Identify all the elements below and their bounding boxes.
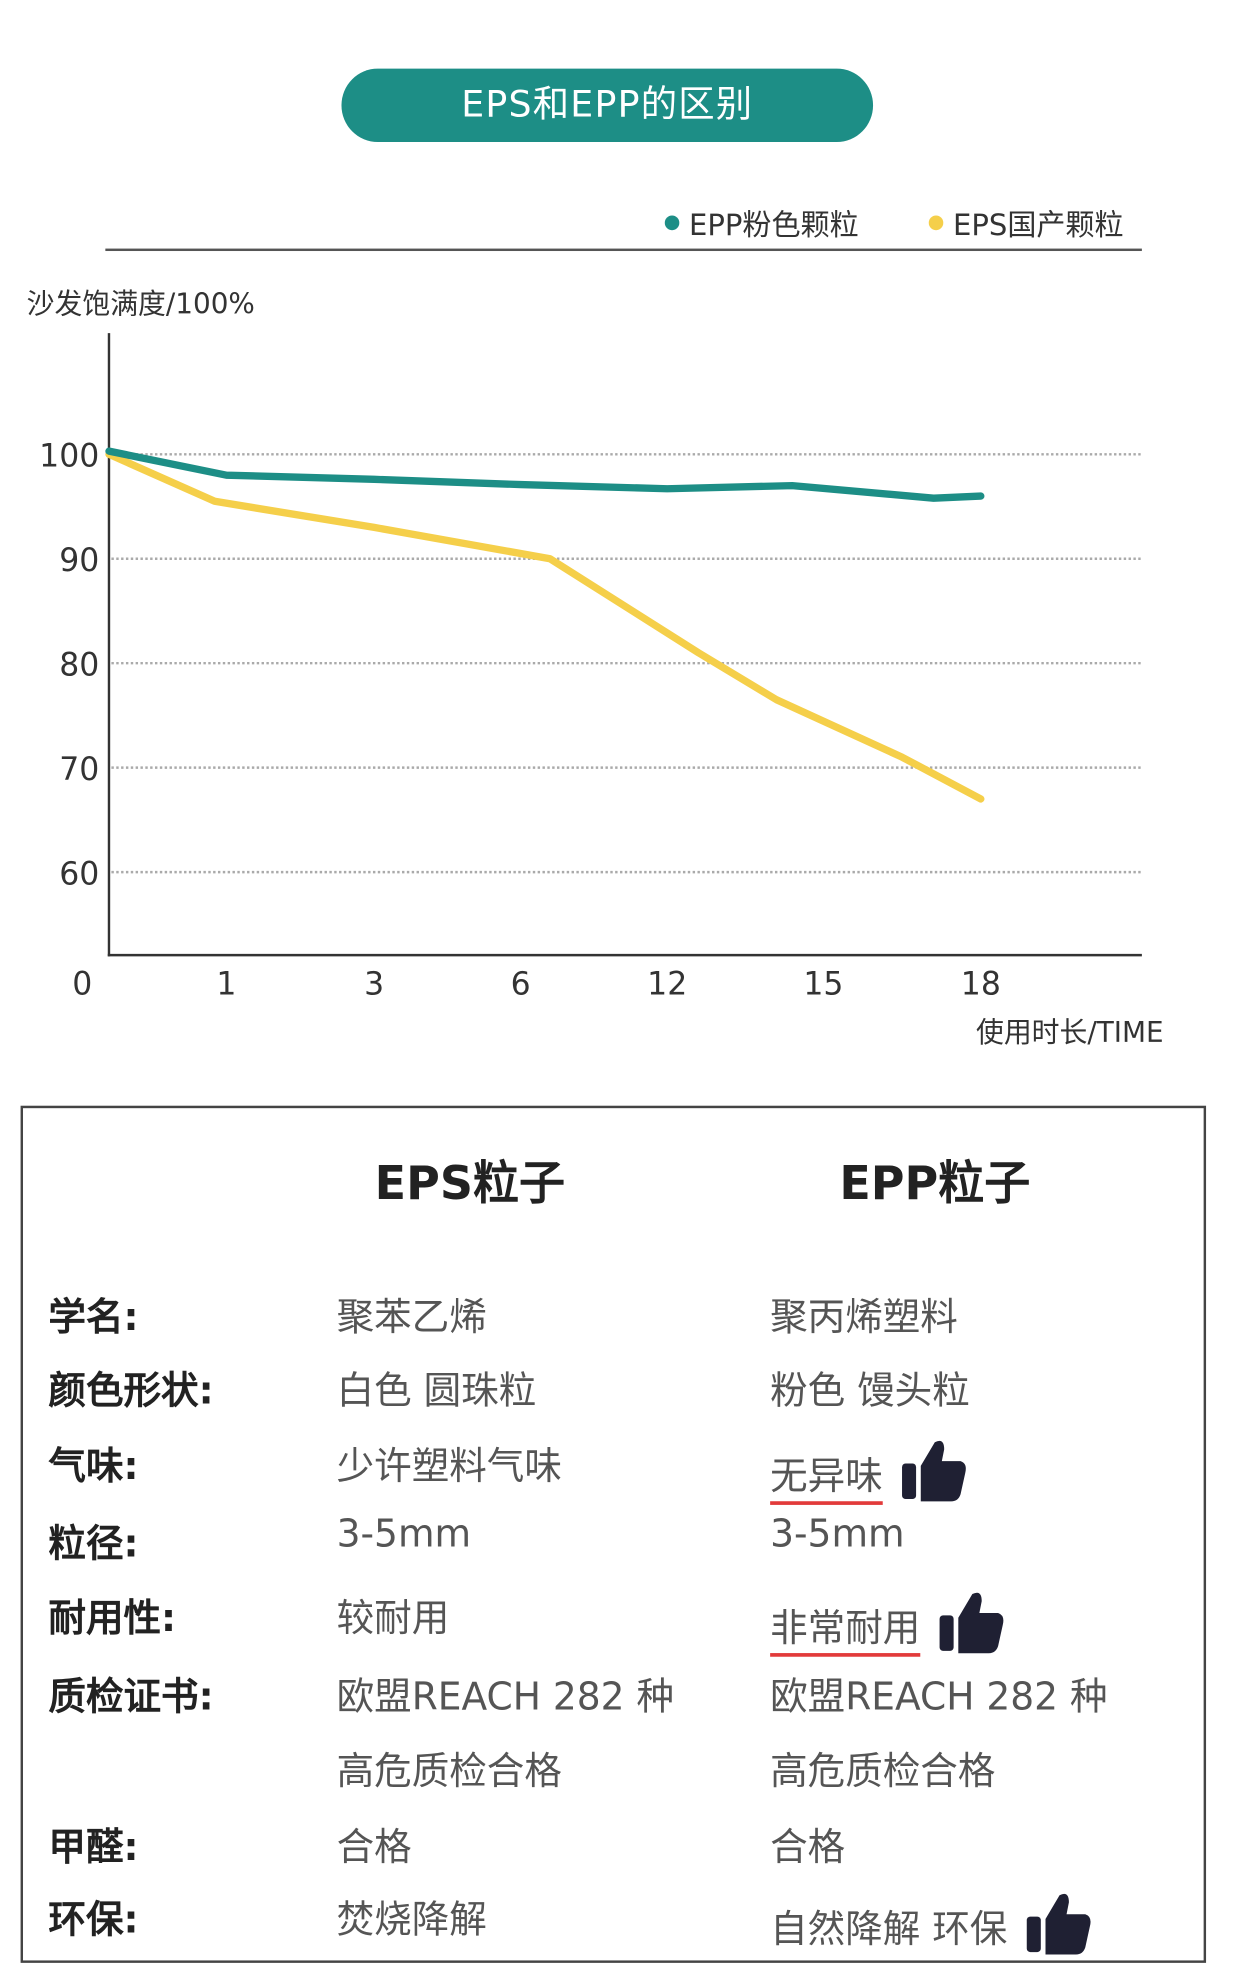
epp-value-text: 非常耐用 xyxy=(770,1606,921,1657)
eps-value-text: 聚苯乙烯 xyxy=(336,1295,487,1340)
x-tick-label: 3 xyxy=(364,966,384,1002)
eps-value-text: 焚烧降解 xyxy=(336,1897,487,1943)
epp-value-text: 无异味 xyxy=(770,1454,883,1505)
epp-value: 粉色 馒头粒 xyxy=(770,1359,970,1414)
page: EPS和EPP的区别 EPP粉色颗粒 EPS国产颗粒 沙发饱满度/100% 使用… xyxy=(20,68,1207,1963)
legend-divider xyxy=(105,248,1142,252)
row-label-text: 学名: xyxy=(48,1295,139,1340)
epp-value: 聚丙烯塑料 xyxy=(770,1286,958,1341)
epp-value: 合格 xyxy=(770,1816,845,1871)
x-tick-label: 18 xyxy=(961,966,1001,1002)
epp-value-text: 自然降解 环保 xyxy=(770,1907,1008,1952)
epp-value: 3-5mm xyxy=(770,1512,904,1556)
thumbs-up-icon xyxy=(1024,1888,1094,1969)
eps-value: 少许塑料气味 xyxy=(337,1435,562,1490)
x-tick-label: 12 xyxy=(647,966,687,1002)
eps-value-text: 合格 xyxy=(336,1825,412,1870)
x-axis-label: 使用时长/TIME xyxy=(975,1017,1164,1050)
epp-value-text: 合格 xyxy=(770,1825,846,1870)
eps-value: 白色 圆珠粒 xyxy=(337,1359,537,1414)
epp-value-text: 欧盟REACH 282 种 xyxy=(770,1675,1108,1720)
row-label-text: 质检证书: xyxy=(48,1675,214,1720)
row-label: 耐用性: xyxy=(48,1587,176,1642)
y-tick-label: 80 xyxy=(59,647,99,683)
y-tick-label: 100 xyxy=(39,438,99,474)
legend-label: EPP粉色颗粒 xyxy=(689,208,859,243)
series-line-epp xyxy=(105,447,985,502)
y-tick-label: 70 xyxy=(59,752,99,788)
y-axis-label: 沙发饱满度/100% xyxy=(26,288,255,321)
x-tick-label: 6 xyxy=(511,966,531,1002)
row-label: 气味: xyxy=(48,1435,138,1490)
line-chart: 100 90 80 70 60 0 1 3 6 12 15 18 xyxy=(39,333,1142,1002)
row-label-text: 颜色形状: xyxy=(48,1368,214,1414)
legend-dot-teal xyxy=(664,214,680,230)
eps-value: 合格 xyxy=(337,1816,412,1871)
eps-value-text: 高危质检合格 xyxy=(336,1749,562,1794)
epp-value: 非常耐用 xyxy=(770,1587,1007,1668)
epp-value: 无异味 xyxy=(770,1435,970,1516)
epp-value: 自然降解 环保 xyxy=(770,1888,1094,1969)
epp-value: 高危质检合格 xyxy=(770,1740,995,1795)
thumbs-up-icon xyxy=(937,1587,1007,1668)
epp-value: 欧盟REACH 282 种 xyxy=(770,1665,1107,1720)
row-label: 颜色形状: xyxy=(48,1359,213,1414)
header-eps: EPS粒子 xyxy=(374,1155,565,1210)
series-line-eps xyxy=(105,450,985,803)
eps-value-text: 3-5mm xyxy=(336,1512,472,1557)
row-label-text: 甲醛: xyxy=(48,1825,139,1870)
legend-label: EPS国产颗粒 xyxy=(952,208,1124,243)
row-label: 质检证书: xyxy=(48,1665,213,1720)
epp-value-text: 3-5mm xyxy=(770,1512,905,1557)
eps-value: 3-5mm xyxy=(337,1512,471,1556)
legend-dot-yellow xyxy=(928,214,944,230)
row-label-text: 粒径: xyxy=(48,1522,139,1567)
legend-item-epp: EPP粉色颗粒 xyxy=(664,201,859,244)
header-epp: EPP粒子 xyxy=(839,1155,1031,1210)
legend-item-eps: EPS国产颗粒 xyxy=(928,201,1124,244)
x-tick-label: 1 xyxy=(216,966,236,1002)
eps-value: 较耐用 xyxy=(337,1587,450,1642)
row-label: 环保: xyxy=(48,1888,138,1943)
title-banner: EPS和EPP的区别 xyxy=(341,68,874,143)
y-tick-label: 90 xyxy=(59,543,99,579)
x-tick-label: 15 xyxy=(803,966,843,1002)
x-tick-label: 0 xyxy=(72,966,92,1002)
eps-value: 聚苯乙烯 xyxy=(337,1286,487,1341)
row-label: 学名: xyxy=(48,1286,138,1341)
eps-value-text: 白色 圆珠粒 xyxy=(336,1368,537,1414)
eps-value-text: 较耐用 xyxy=(336,1596,450,1641)
epp-value-text: 高危质检合格 xyxy=(770,1749,996,1794)
y-tick-label: 60 xyxy=(59,856,99,892)
eps-value-text: 少许塑料气味 xyxy=(336,1444,562,1489)
row-label: 粒径: xyxy=(48,1512,138,1567)
row-label-text: 耐用性: xyxy=(48,1596,177,1641)
comparison-table xyxy=(20,1105,1207,1963)
eps-value: 欧盟REACH 282 种 xyxy=(337,1665,674,1720)
row-label-text: 环保: xyxy=(48,1897,139,1943)
eps-value-text: 欧盟REACH 282 种 xyxy=(336,1675,675,1720)
row-label-text: 气味: xyxy=(48,1444,139,1489)
row-label: 甲醛: xyxy=(48,1816,138,1871)
eps-value: 高危质检合格 xyxy=(337,1740,562,1795)
thumbs-up-icon xyxy=(900,1435,970,1516)
eps-value: 焚烧降解 xyxy=(337,1888,487,1943)
epp-value-text: 聚丙烯塑料 xyxy=(770,1295,958,1340)
epp-value-text: 粉色 馒头粒 xyxy=(770,1368,970,1414)
